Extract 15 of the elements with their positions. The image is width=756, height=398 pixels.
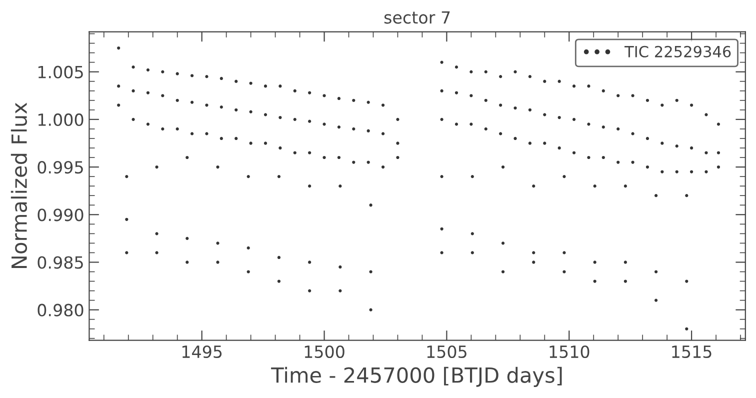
legend-label: TIC 22529346 [624,46,731,58]
x-axis-title: Time - 2457000 [BTJD days] [271,366,562,387]
y-tick-label: 0.995 [38,160,83,174]
y-tick-label: 1.005 [38,66,83,78]
y-tick-label: 0.985 [38,256,83,269]
y-axis-title: Normalized Flux [10,102,28,268]
x-tick-label: 1505 [427,345,466,358]
x-tick-label: 1495 [182,345,222,358]
y-tick-label: 0.990 [38,208,84,222]
x-tick-label: 1515 [672,346,712,358]
x-tick-label: 1510 [550,345,590,358]
y-tick-label: 1.000 [38,113,84,126]
y-tick-label: 0.980 [38,304,84,316]
x-tick-label: 1500 [304,345,344,358]
chart-title: sector 7 [384,11,450,24]
